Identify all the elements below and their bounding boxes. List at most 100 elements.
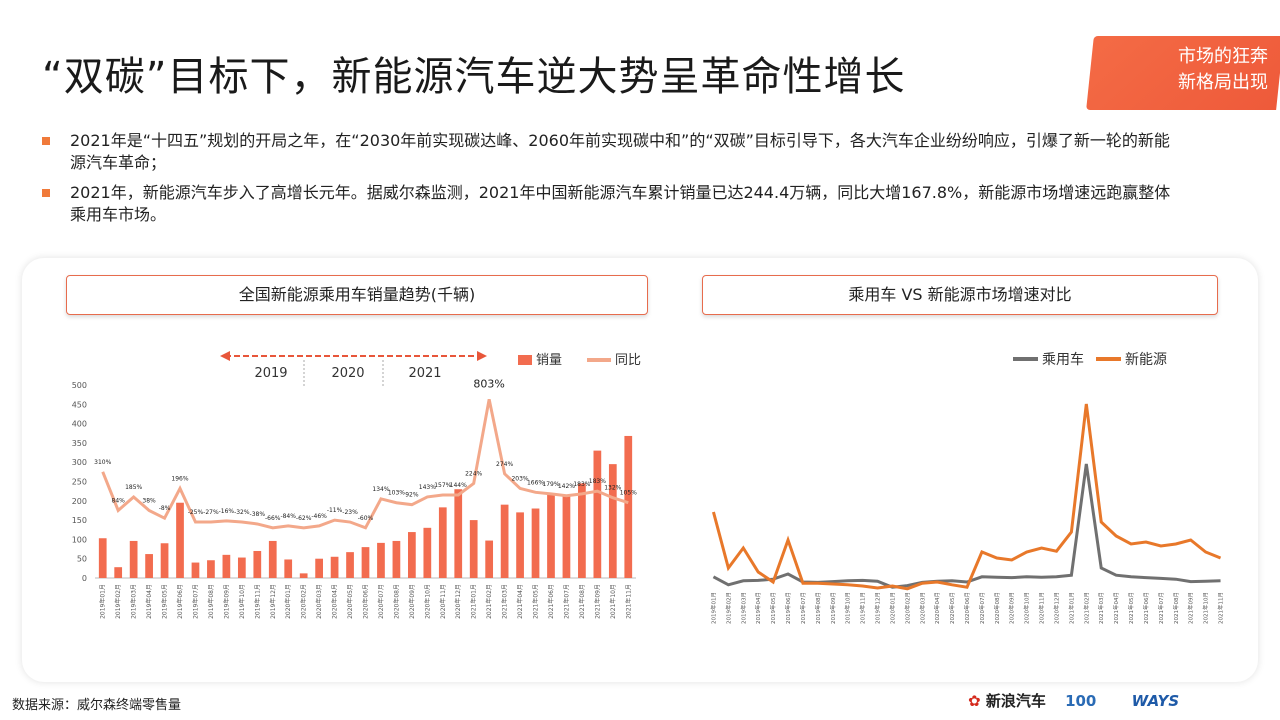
sina-logo-icon: ✿	[968, 692, 981, 710]
left-x-tick-label: 2019年01月	[99, 584, 107, 619]
left-x-tick-label: 2021年02月	[485, 584, 493, 619]
bullet-item: 2021年是“十四五”规划的开局之年，在“2030年前实现碳达峰、2060年前实…	[42, 130, 1172, 174]
right-x-tick-label: 2021年09月	[1187, 592, 1195, 624]
yoy-data-label: 196%	[171, 475, 188, 482]
legend-label-yoy: 同比	[615, 353, 641, 368]
yoy-data-label: 310%	[94, 459, 111, 466]
corner-badge: 市场的狂奔 新格局出现	[1108, 44, 1268, 96]
left-x-tick-label: 2021年05月	[532, 584, 540, 619]
yoy-data-label: 224%	[465, 470, 482, 477]
left-y-tick-label: 150	[72, 516, 87, 525]
right-x-tick-label: 2020年03月	[918, 592, 926, 624]
page-title: “双碳”目标下，新能源汽车逆大势呈革命性增长	[42, 54, 906, 100]
right-x-tick-label: 2020年04月	[933, 592, 941, 624]
100-logo-icon: 100	[1065, 692, 1097, 710]
right-x-tick-label: 2021年01月	[1067, 592, 1075, 624]
left-x-tick-label: 2019年11月	[253, 584, 261, 619]
sales-bar	[222, 554, 231, 578]
right-x-tick-label: 2020年10月	[1023, 592, 1031, 624]
left-x-tick-label: 2021年09月	[593, 584, 601, 619]
right-x-tick-label: 2021年06月	[1142, 592, 1150, 624]
sales-bar	[284, 559, 293, 578]
right-x-tick-label: 2020年02月	[903, 592, 911, 624]
yoy-data-label: 274%	[496, 461, 513, 468]
right-x-tick-label: 2019年11月	[859, 592, 867, 624]
right-x-tick-label: 2021年11月	[1217, 592, 1225, 624]
sales-bar	[361, 547, 370, 578]
sales-bar	[562, 495, 571, 578]
sales-bar	[191, 562, 200, 578]
arrow-right-icon	[477, 351, 487, 361]
sales-bar	[253, 550, 262, 578]
sales-bar	[469, 520, 478, 578]
yoy-data-label: -25%	[188, 509, 204, 516]
sales-bar	[176, 502, 184, 578]
right-x-tick-label: 2019年08月	[814, 592, 822, 624]
sales-bar	[500, 504, 509, 578]
yoy-data-label: 142%	[558, 483, 575, 490]
left-x-tick-label: 2020年07月	[377, 584, 385, 619]
left-x-tick-label: 2020年04月	[331, 584, 339, 619]
source-note: 数据来源：威尔森终端零售量	[12, 698, 182, 713]
left-x-tick-label: 2021年11月	[624, 584, 632, 619]
right-x-tick-label: 2019年12月	[874, 592, 882, 624]
yoy-data-label: 105%	[620, 490, 637, 497]
corner-badge-line2: 新格局出现	[1178, 72, 1268, 93]
yoy-data-label: 92%	[405, 492, 419, 499]
yoy-data-label: -38%	[250, 511, 266, 518]
sales-bar	[346, 552, 354, 578]
left-y-tick-label: 350	[72, 439, 87, 448]
yoy-data-label: 166%	[527, 479, 544, 486]
right-x-tick-label: 2019年09月	[829, 592, 837, 624]
yoy-data-label: -46%	[311, 513, 327, 520]
left-x-tick-label: 2019年06月	[176, 584, 184, 619]
sina-auto-logo: 新浪汽车	[985, 692, 1046, 710]
legend-swatch-sales	[518, 355, 532, 365]
yoy-data-label: 203%	[511, 475, 528, 482]
sales-bar	[98, 538, 107, 578]
left-y-tick-label: 400	[72, 420, 87, 429]
left-x-tick-label: 2019年09月	[222, 584, 230, 619]
bullet-text: 2021年是“十四五”规划的开局之年，在“2030年前实现碳达峰、2060年前实…	[70, 131, 1170, 172]
left-x-tick-label: 2019年12月	[269, 584, 277, 619]
left-x-tick-label: 2020年08月	[392, 584, 400, 619]
right-x-tick-label: 2020年07月	[978, 592, 986, 624]
yoy-data-label: 132%	[604, 485, 621, 492]
bullet-list: 2021年是“十四五”规划的开局之年，在“2030年前实现碳达峰、2060年前实…	[42, 130, 1172, 234]
left-x-tick-label: 2020年12月	[454, 584, 462, 619]
left-y-tick-label: 200	[72, 497, 87, 506]
sales-bar	[547, 493, 555, 578]
right-x-tick-label: 2019年02月	[724, 592, 732, 624]
sales-bar	[423, 527, 432, 578]
yoy-data-label: 134%	[372, 486, 389, 493]
right-x-tick-label: 2019年06月	[784, 592, 792, 624]
yoy-data-label: -32%	[234, 509, 250, 516]
left-x-tick-label: 2021年04月	[516, 584, 524, 619]
sales-bar	[408, 532, 416, 578]
sales-bar	[315, 558, 323, 578]
year-label: 2019	[254, 366, 287, 381]
legend-label-passenger: 乘用车	[1042, 351, 1084, 368]
yoy-data-label: -60%	[358, 515, 374, 522]
sales-bar	[268, 540, 277, 578]
left-x-tick-label: 2020年01月	[284, 584, 292, 619]
yoy-data-label: 84%	[112, 497, 126, 504]
left-x-tick-label: 2020年05月	[346, 584, 354, 619]
sales-bar	[578, 483, 586, 578]
sales-bar	[377, 542, 385, 578]
right-x-tick-label: 2021年10月	[1202, 592, 1210, 624]
passenger-car-line	[712, 463, 1221, 589]
sales-bar	[438, 507, 447, 578]
right-x-tick-label: 2019年04月	[754, 592, 762, 624]
left-x-tick-label: 2021年10月	[609, 584, 617, 619]
sales-bar	[531, 508, 540, 578]
yoy-data-label: -66%	[265, 515, 281, 522]
left-y-tick-label: 500	[72, 381, 87, 390]
yoy-data-label: 183%	[589, 478, 606, 485]
year-label: 2020	[331, 366, 364, 381]
sales-bar	[145, 554, 153, 578]
yoy-data-label: 185%	[125, 484, 142, 491]
yoy-data-label: 38%	[142, 497, 156, 504]
footer-logos: ✿ 新浪汽车 100 WAYS	[968, 690, 1179, 711]
